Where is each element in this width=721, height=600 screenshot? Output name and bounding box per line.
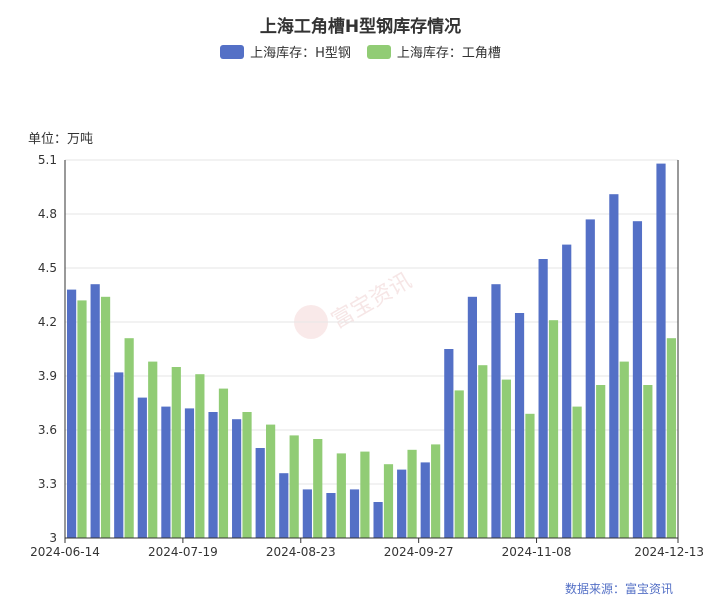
legend-item-angle-channel[interactable]: 上海库存：工角槽 <box>366 42 501 61</box>
legend-item-h-beam[interactable]: 上海库存：H型钢 <box>220 42 351 61</box>
bar-h-beam[interactable] <box>373 502 383 538</box>
bar-h-beam[interactable] <box>114 372 124 538</box>
bar-h-beam[interactable] <box>255 448 265 538</box>
x-tick-label: 2024-07-19 <box>148 545 218 559</box>
bar-angle-channel[interactable] <box>77 300 87 538</box>
bar-angle-channel[interactable] <box>548 320 559 538</box>
bar-angle-channel[interactable] <box>454 390 464 538</box>
bar-h-beam[interactable] <box>632 221 643 538</box>
bar-angle-channel[interactable] <box>407 449 417 538</box>
legend-swatch-h-beam <box>220 44 245 59</box>
y-tick-label: 3.6 <box>38 423 57 437</box>
x-tick-label: 2024-12-13 <box>634 545 704 559</box>
legend-label-angle-channel: 上海库存：工角槽 <box>396 46 501 61</box>
legend-label-h-beam: 上海库存：H型钢 <box>250 46 351 61</box>
unit-label: 单位：万吨 <box>28 132 94 147</box>
y-tick-label: 3 <box>49 531 57 545</box>
bar-h-beam[interactable] <box>326 493 336 538</box>
bar-h-beam[interactable] <box>349 489 360 538</box>
bar-angle-channel[interactable] <box>148 361 158 538</box>
bar-h-beam[interactable] <box>444 349 454 538</box>
bar-h-beam[interactable] <box>137 397 147 538</box>
bar-h-beam[interactable] <box>491 284 501 538</box>
bar-h-beam[interactable] <box>302 489 312 538</box>
bar-angle-channel[interactable] <box>100 296 111 538</box>
bar-h-beam[interactable] <box>585 219 595 538</box>
bar-h-beam[interactable] <box>208 412 218 538</box>
bar-angle-channel[interactable] <box>525 413 535 538</box>
bar-h-beam[interactable] <box>279 473 289 538</box>
bar-h-beam[interactable] <box>609 194 619 538</box>
bar-angle-channel[interactable] <box>218 388 229 538</box>
watermark-text: 富宝资讯 <box>328 268 417 334</box>
bar-angle-channel[interactable] <box>643 385 653 538</box>
bar-angle-channel[interactable] <box>124 338 134 538</box>
bar-angle-channel[interactable] <box>195 374 205 538</box>
bar-angle-channel[interactable] <box>242 412 252 538</box>
bars-layer <box>66 163 677 538</box>
bar-h-beam[interactable] <box>420 462 430 538</box>
bar-h-beam[interactable] <box>514 313 525 538</box>
legend-swatch-angle-channel <box>366 44 391 59</box>
bar-angle-channel[interactable] <box>431 444 441 538</box>
bar-angle-channel[interactable] <box>289 435 299 538</box>
bar-angle-channel[interactable] <box>336 453 346 538</box>
bar-h-beam[interactable] <box>467 296 477 538</box>
bar-h-beam[interactable] <box>161 406 171 538</box>
legend: 上海库存：H型钢 上海库存：工角槽 <box>0 42 721 61</box>
axis-layer: 3 3.3 3.6 3.9 4.2 4.5 4.8 5.1 2024-06-14 2024-07-… <box>30 153 704 559</box>
x-tick-label: 2024-09-27 <box>384 545 454 559</box>
y-tick-label: 5.1 <box>38 153 57 167</box>
bar-angle-channel[interactable] <box>171 367 181 538</box>
bar-angle-channel[interactable] <box>619 361 629 538</box>
bar-h-beam[interactable] <box>538 259 548 538</box>
y-tick-label: 3.3 <box>38 477 57 491</box>
bar-angle-channel[interactable] <box>666 338 677 538</box>
y-tick-label: 4.8 <box>38 207 57 221</box>
source-note: 数据来源：富宝资讯 <box>564 582 673 596</box>
bar-h-beam[interactable] <box>397 469 407 538</box>
bar-angle-channel[interactable] <box>266 424 276 538</box>
bar-angle-channel[interactable] <box>360 451 370 538</box>
bar-h-beam[interactable] <box>184 408 195 538</box>
chart-title: 上海工角槽H型钢库存情况 <box>259 17 462 37</box>
bar-angle-channel[interactable] <box>572 406 582 538</box>
bar-h-beam[interactable] <box>562 244 572 538</box>
x-tick-label: 2024-06-14 <box>30 545 100 559</box>
bar-h-beam[interactable] <box>66 289 77 538</box>
y-tick-label: 4.5 <box>38 261 57 275</box>
bar-angle-channel[interactable] <box>596 385 606 538</box>
watermark: 富宝资讯 <box>294 268 416 339</box>
x-tick-label: 2024-11-08 <box>502 545 572 559</box>
y-tick-label: 3.9 <box>38 369 57 383</box>
bar-h-beam[interactable] <box>232 419 242 538</box>
bar-angle-channel[interactable] <box>478 365 488 538</box>
y-tick-label: 4.2 <box>38 315 57 329</box>
x-tick-label: 2024-08-23 <box>266 545 336 559</box>
bar-angle-channel[interactable] <box>383 464 394 538</box>
bar-h-beam[interactable] <box>656 163 666 538</box>
bar-angle-channel[interactable] <box>501 379 511 538</box>
bar-angle-channel[interactable] <box>313 439 323 538</box>
bar-h-beam[interactable] <box>90 284 100 538</box>
